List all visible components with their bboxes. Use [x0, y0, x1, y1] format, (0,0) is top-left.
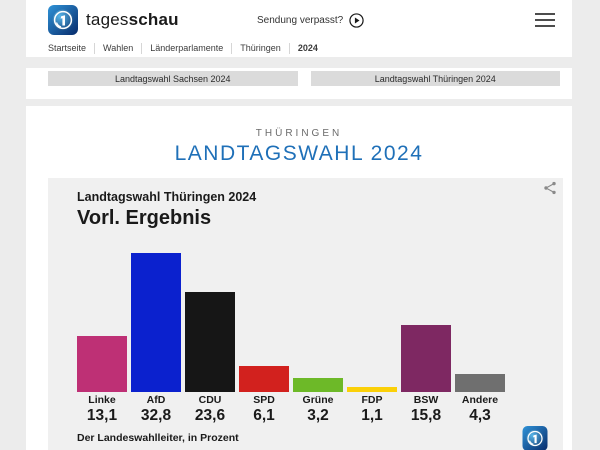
section-divider: [26, 99, 572, 106]
bar-value-bsw: 15,8: [410, 407, 442, 424]
page: tagesschau Sendung verpasst? Startseite W…: [26, 0, 572, 450]
site-header: tagesschau Sendung verpasst?: [26, 0, 572, 40]
bar-value-afd: 32,8: [140, 407, 172, 424]
bar-label-andere: Andere: [461, 394, 499, 406]
tagesschau-logo-icon: [48, 5, 78, 35]
tagesschau-home-link[interactable]: tagesschau: [48, 5, 179, 35]
chart-subtitle: Vorl. Ergebnis: [77, 207, 212, 229]
bar-value-linke: 13,1: [86, 407, 118, 424]
bar-cdu: [185, 291, 235, 392]
menu-icon[interactable]: [535, 13, 555, 27]
page-title: LANDTAGSWAHL 2024: [174, 142, 424, 165]
breadcrumb-item-startseite[interactable]: Startseite: [48, 43, 96, 54]
play-icon[interactable]: [349, 13, 364, 28]
bar-label-bsw: BSW: [413, 394, 439, 406]
brand-wordmark: tagesschau: [86, 10, 179, 29]
tagesschau-watermark-icon: [522, 426, 548, 450]
bar-value-andere: 4,3: [469, 407, 491, 424]
bar-value-fdp: 1,1: [361, 407, 383, 424]
main-content: THÜRINGEN LANDTAGSWAHL 2024 Landtagswahl…: [26, 106, 572, 450]
thueringen-election-button[interactable]: Landtagswahl Thüringen 2024: [310, 71, 560, 86]
page-kicker: THÜRINGEN: [255, 128, 343, 139]
bar-plot: [77, 242, 505, 392]
bar-label-cdu: CDU: [198, 394, 222, 406]
sachsen-election-button[interactable]: Landtagswahl Sachsen 2024: [48, 71, 298, 86]
bar-value-spd: 6,1: [253, 407, 275, 424]
bar-label-afd: AfD: [146, 394, 166, 406]
bar-label-linke: Linke: [88, 394, 116, 406]
election-switcher: Landtagswahl Sachsen 2024 Landtagswahl T…: [26, 68, 572, 99]
bar-andere: [455, 373, 505, 392]
bar-grüne: [293, 378, 343, 392]
share-icon[interactable]: [543, 181, 557, 195]
section-divider: [26, 57, 572, 68]
bar-value-cdu: 23,6: [194, 407, 226, 424]
breadcrumb-item-2024[interactable]: 2024: [297, 43, 318, 53]
breadcrumb: Startseite Wahlen Länderparlamente Thüringe…: [26, 40, 572, 57]
bar-label-fdp: FDP: [361, 394, 383, 406]
bar-bsw: [401, 325, 451, 392]
breadcrumb-item-thüringen[interactable]: Thüringen: [232, 43, 290, 54]
sendung-verpasst-label: Sendung verpasst?: [257, 15, 344, 26]
bar-values: 13,1 32,8 23,6 6,1 3,2 1,1 15,8 4,3: [77, 407, 505, 425]
breadcrumb-item-wahlen[interactable]: Wahlen: [95, 43, 143, 54]
bar-spd: [239, 366, 289, 392]
bar-fdp: [347, 387, 397, 392]
bar-labels: Linke AfD CDU SPD Grüne FDP BSW Andere: [77, 394, 505, 406]
bar-linke: [77, 336, 127, 392]
breadcrumb-item-länderparlamente[interactable]: Länderparlamente: [142, 43, 233, 54]
bar-label-spd: SPD: [253, 394, 275, 406]
sendung-verpasst-button[interactable]: Sendung verpasst?: [257, 13, 364, 28]
chart-title: Landtagswahl Thüringen 2024: [77, 190, 257, 204]
chart-source: Der Landeswahlleiter, in Prozent: [77, 432, 239, 444]
bar-afd: [131, 252, 181, 392]
results-chart-card: Landtagswahl Thüringen 2024 Vorl. Ergebn…: [48, 178, 563, 450]
bar-value-grüne: 3,2: [307, 407, 329, 424]
bar-label-grüne: Grüne: [302, 394, 334, 406]
